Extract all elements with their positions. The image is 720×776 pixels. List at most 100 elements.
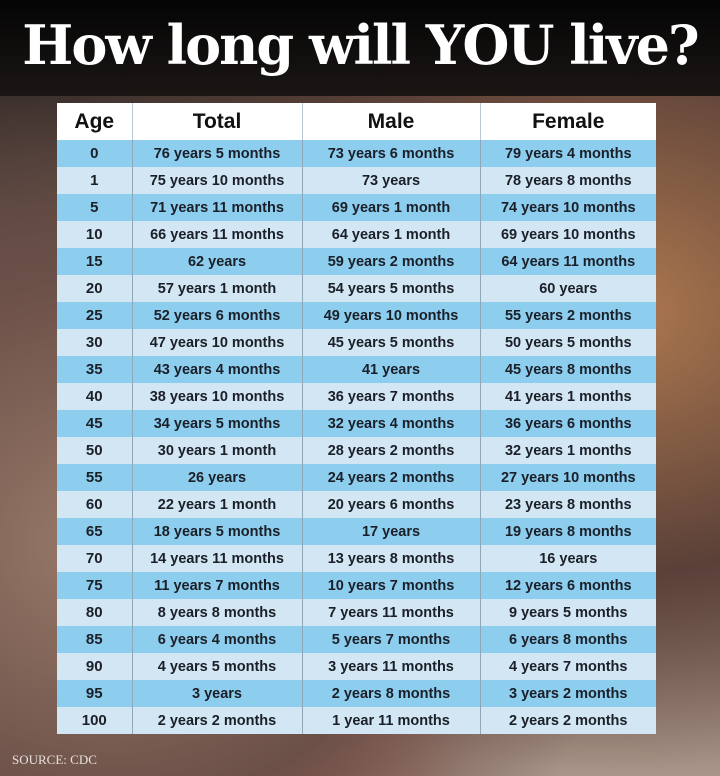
table-row: 100 2 years 2 months 1 year 11 months 2 yea… [57,707,656,734]
cell-age: 20 [57,275,133,302]
cell-total: 38 years 10 months [132,383,303,410]
cell-age: 60 [57,491,133,518]
cell-total: 66 years 11 months [132,221,303,248]
table-row: 75 11 years 7 months 10 years 7 months 12 y… [57,572,656,599]
cell-age: 95 [57,680,133,707]
cell-female: 41 years 1 months [480,383,656,410]
cell-female: 36 years 6 months [480,410,656,437]
table-row: 45 34 years 5 months 32 years 4 months 36 y… [57,410,656,437]
cell-female: 69 years 10 months [480,221,656,248]
header-female: Female [480,103,656,140]
table-row: 25 52 years 6 months 49 years 10 months 55 … [57,302,656,329]
life-expectancy-table: Age Total Male Female 0 76 years 5 months… [57,103,656,734]
table-row: 5 71 years 11 months 69 years 1 month 74 ye… [57,194,656,221]
cell-age: 10 [57,221,133,248]
cell-age: 85 [57,626,133,653]
cell-total: 2 years 2 months [132,707,303,734]
cell-male: 73 years [302,167,481,194]
cell-male: 7 years 11 months [302,599,481,626]
table-row: 90 4 years 5 months 3 years 11 months 4 yea… [57,653,656,680]
cell-female: 4 years 7 months [480,653,656,680]
cell-age: 75 [57,572,133,599]
header-male: Male [302,103,481,140]
cell-male: 45 years 5 months [302,329,481,356]
page-title: How long will YOU live? [22,13,699,77]
cell-male: 73 years 6 months [302,140,481,167]
source-note: SOURCE: CDC [12,752,97,767]
cell-female: 64 years 11 months [480,248,656,275]
header-row: Age Total Male Female [57,103,656,140]
cell-age: 40 [57,383,133,410]
cell-age: 0 [57,140,133,167]
cell-total: 34 years 5 months [132,410,303,437]
cell-total: 47 years 10 months [132,329,303,356]
table-row: 70 14 years 11 months 13 years 8 months 16 … [57,545,656,572]
cell-male: 36 years 7 months [302,383,481,410]
cell-female: 74 years 10 months [480,194,656,221]
cell-total: 8 years 8 months [132,599,303,626]
table-row: 35 43 years 4 months 41 years 45 years 8 mo… [57,356,656,383]
cell-male: 64 years 1 month [302,221,481,248]
cell-age: 15 [57,248,133,275]
table-row: 55 26 years 24 years 2 months 27 years 10 m… [57,464,656,491]
cell-male: 41 years [302,356,481,383]
table-row: 60 22 years 1 month 20 years 6 months 23 ye… [57,491,656,518]
cell-male: 2 years 8 months [302,680,481,707]
cell-male: 1 year 11 months [302,707,481,734]
cell-total: 62 years [132,248,303,275]
cell-female: 55 years 2 months [480,302,656,329]
cell-female: 2 years 2 months [480,707,656,734]
cell-total: 30 years 1 month [132,437,303,464]
cell-total: 14 years 11 months [132,545,303,572]
cell-age: 35 [57,356,133,383]
header-age: Age [57,103,133,140]
cell-male: 49 years 10 months [302,302,481,329]
cell-age: 100 [57,707,133,734]
cell-total: 18 years 5 months [132,518,303,545]
header-total: Total [132,103,303,140]
cell-female: 50 years 5 months [480,329,656,356]
cell-total: 3 years [132,680,303,707]
cell-age: 30 [57,329,133,356]
table-row: 20 57 years 1 month 54 years 5 months 60 ye… [57,275,656,302]
cell-female: 78 years 8 months [480,167,656,194]
cell-total: 26 years [132,464,303,491]
cell-female: 6 years 8 months [480,626,656,653]
title-bar: How long will YOU live? [0,0,720,96]
table-row: 95 3 years 2 years 8 months 3 years 2 month… [57,680,656,707]
cell-age: 1 [57,167,133,194]
table-row: 10 66 years 11 months 64 years 1 month 69 y… [57,221,656,248]
cell-female: 27 years 10 months [480,464,656,491]
cell-female: 9 years 5 months [480,599,656,626]
cell-male: 59 years 2 months [302,248,481,275]
table-row: 85 6 years 4 months 5 years 7 months 6 year… [57,626,656,653]
cell-age: 50 [57,437,133,464]
cell-male: 28 years 2 months [302,437,481,464]
cell-male: 5 years 7 months [302,626,481,653]
cell-age: 65 [57,518,133,545]
cell-age: 55 [57,464,133,491]
table-row: 50 30 years 1 month 28 years 2 months 32 ye… [57,437,656,464]
cell-age: 70 [57,545,133,572]
cell-male: 3 years 11 months [302,653,481,680]
cell-female: 3 years 2 months [480,680,656,707]
cell-total: 11 years 7 months [132,572,303,599]
cell-total: 43 years 4 months [132,356,303,383]
table-row: 30 47 years 10 months 45 years 5 months 50 … [57,329,656,356]
cell-total: 6 years 4 months [132,626,303,653]
cell-male: 54 years 5 months [302,275,481,302]
cell-total: 22 years 1 month [132,491,303,518]
table-row: 40 38 years 10 months 36 years 7 months 41 … [57,383,656,410]
cell-age: 45 [57,410,133,437]
cell-total: 4 years 5 months [132,653,303,680]
cell-female: 19 years 8 months [480,518,656,545]
cell-age: 25 [57,302,133,329]
cell-male: 10 years 7 months [302,572,481,599]
cell-female: 45 years 8 months [480,356,656,383]
cell-age: 90 [57,653,133,680]
cell-total: 75 years 10 months [132,167,303,194]
cell-total: 71 years 11 months [132,194,303,221]
table-row: 1 75 years 10 months 73 years 78 years 8 mo… [57,167,656,194]
cell-female: 32 years 1 months [480,437,656,464]
table-row: 65 18 years 5 months 17 years 19 years 8 mo… [57,518,656,545]
